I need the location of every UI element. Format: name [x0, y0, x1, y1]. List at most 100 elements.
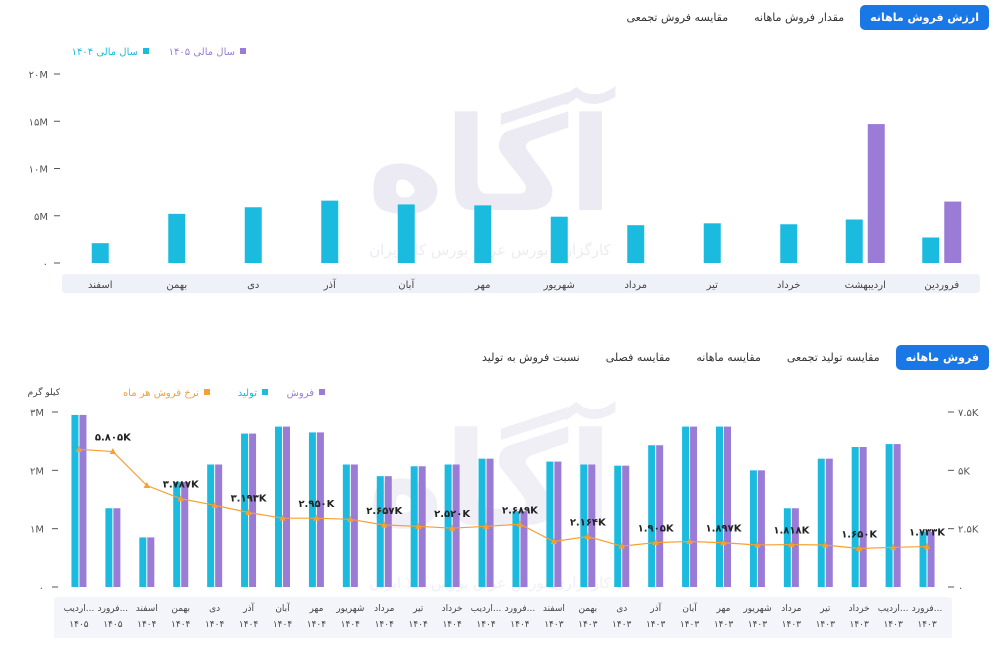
- y-right-tick-label: ۲.۵K: [958, 525, 979, 536]
- x-tick-label-year: ۱۴۰۴: [375, 620, 395, 630]
- x-tick-label: شهریور: [543, 280, 575, 291]
- x-tick-label-year: ۱۴۰۴: [205, 620, 225, 630]
- sales-bar: [215, 464, 223, 587]
- bar: [321, 200, 339, 263]
- x-tick-label: خرداد: [777, 280, 800, 291]
- rate-data-label: ۲.۹۵۰K: [298, 499, 335, 510]
- sales-bar: [316, 432, 324, 587]
- sales-bar: [588, 464, 596, 587]
- production-bar: [207, 464, 215, 587]
- sales-bar: [249, 433, 257, 587]
- legend-marker: [143, 48, 149, 54]
- sales-bar: [350, 464, 358, 587]
- x-tick-label-year: ۱۴۰۴: [341, 620, 361, 630]
- rate-point: [618, 542, 625, 549]
- rate-point: [177, 495, 184, 502]
- sales-bar: [622, 465, 630, 587]
- sales-bar: [656, 445, 664, 587]
- sales-bar: [520, 511, 528, 587]
- tab-monthly-sales-value[interactable]: ارزش فروش ماهانه: [860, 5, 989, 30]
- rate-data-label: ۳.۱۹۳K: [231, 493, 268, 504]
- rate-point: [75, 445, 83, 452]
- x-tick-label: آبان: [398, 278, 415, 291]
- top-chart-tabs: ارزش فروش ماهانه مقدار فروش ماهانه مقایس…: [617, 5, 989, 30]
- y-right-tick-label: ۰: [958, 583, 963, 594]
- production-bar: [614, 465, 622, 587]
- production-bar: [342, 464, 350, 587]
- tab-cumulative-sales-comparison[interactable]: مقایسه فروش تجمعی: [626, 11, 729, 24]
- sales-bar: [757, 470, 765, 587]
- sales-bar: [147, 537, 155, 587]
- bar: [397, 204, 415, 263]
- tab-seasonal-comparison[interactable]: مقایسه فصلی: [605, 351, 671, 364]
- tab-monthly-sales-quantity[interactable]: مقدار فروش ماهانه: [754, 11, 845, 24]
- production-bar: [648, 445, 656, 587]
- rate-data-label: ۱.۸۱۸K: [773, 526, 810, 537]
- monthly-sales-value-chart: ۰ ۵M ۱۰M ۱۵M ۲۰M سال مالی ۱۴۰۵ سال مالی ۱۴۰۴ فر…: [29, 47, 980, 293]
- x-tick-label-year: ۱۴۰۳: [646, 620, 666, 630]
- x-tick-label-year: ۱۴۰۴: [409, 620, 429, 630]
- bar: [244, 207, 262, 263]
- production-bar: [241, 433, 249, 587]
- x-tick-label-month: تیر: [819, 604, 831, 614]
- legend-marker: [240, 48, 246, 54]
- rate-point: [855, 545, 863, 551]
- x-axis-band: [62, 274, 980, 293]
- x-tick-label-month: آذر: [242, 602, 254, 614]
- rate-point: [584, 533, 592, 540]
- x-tick-label-year: ۱۴۰۴: [239, 620, 259, 630]
- x-tick-label-year: ۱۴۰۳: [816, 620, 836, 630]
- sales-bar: [452, 464, 460, 587]
- x-tick-label: مرداد: [624, 280, 647, 291]
- rate-point: [448, 524, 456, 531]
- tab-monthly-comparison[interactable]: مقایسه ماهانه: [696, 351, 761, 364]
- production-bar: [919, 531, 927, 587]
- rate-point: [143, 482, 151, 488]
- bar: [550, 216, 568, 263]
- tab-monthly-sales[interactable]: فروش ماهانه: [895, 345, 989, 370]
- sales-bar: [181, 482, 189, 587]
- y-left-tick-label: ۱M: [30, 525, 44, 536]
- x-tick-label-month: بهمن: [171, 604, 190, 614]
- y-tick-label: ۱۵M: [29, 117, 48, 128]
- legend-label: تولید: [238, 388, 257, 399]
- production-bar: [478, 458, 486, 587]
- x-tick-label-year: ۱۴۰۳: [612, 620, 632, 630]
- sales-bar: [859, 447, 867, 587]
- x-tick-label-month: اردیب...: [471, 604, 502, 614]
- bar: [780, 224, 798, 263]
- x-tick-label-year: ۱۴۰۴: [171, 620, 191, 630]
- production-bar: [308, 432, 316, 587]
- x-tick-label-month: مهر: [716, 604, 731, 614]
- rate-point: [313, 514, 320, 521]
- x-tick-label: تیر: [706, 280, 719, 291]
- y-right-tick-label: ۵K: [958, 466, 970, 477]
- x-tick-label-year: ۱۴۰۵: [69, 620, 89, 630]
- x-tick-label-month: آبان: [275, 602, 290, 614]
- rate-line: [78, 448, 928, 550]
- x-tick-label-month: خرداد: [849, 604, 870, 614]
- sales-bar: [690, 426, 698, 587]
- production-bar: [817, 458, 825, 587]
- bar: [168, 213, 186, 263]
- production-bar: [139, 537, 147, 587]
- tab-sales-to-production-ratio[interactable]: نسبت فروش به تولید: [482, 351, 580, 364]
- sales-bar: [791, 508, 799, 587]
- x-tick-label: فروردین: [924, 280, 959, 291]
- rate-data-label: ۲.۶۸۹K: [502, 505, 539, 516]
- x-tick-label-year: ۱۴۰۴: [442, 620, 462, 630]
- sales-bar: [893, 444, 901, 587]
- legend-label: سال مالی ۱۴۰۵: [169, 47, 235, 58]
- x-tick-label: بهمن: [166, 280, 187, 291]
- production-bar: [275, 426, 282, 587]
- x-tick-label-year: ۱۴۰۴: [476, 620, 496, 630]
- x-tick-label-month: شهریور: [335, 604, 364, 614]
- tab-cumulative-production-comparison[interactable]: مقایسه تولید تجمعی: [786, 351, 880, 364]
- x-tick-label-month: مهر: [308, 604, 323, 614]
- rate-point: [482, 522, 490, 529]
- rate-point: [211, 501, 218, 508]
- y-left-tick-label: ۰: [39, 583, 44, 594]
- production-bar: [851, 447, 859, 587]
- monthly-sales-production-chart: ۰ ۱M ۲M ۳M ۰ ۲.۵K ۵K ۷.۵K کیلو گرم فروش تولید نرخ ف…: [28, 386, 979, 638]
- rate-point: [381, 521, 388, 528]
